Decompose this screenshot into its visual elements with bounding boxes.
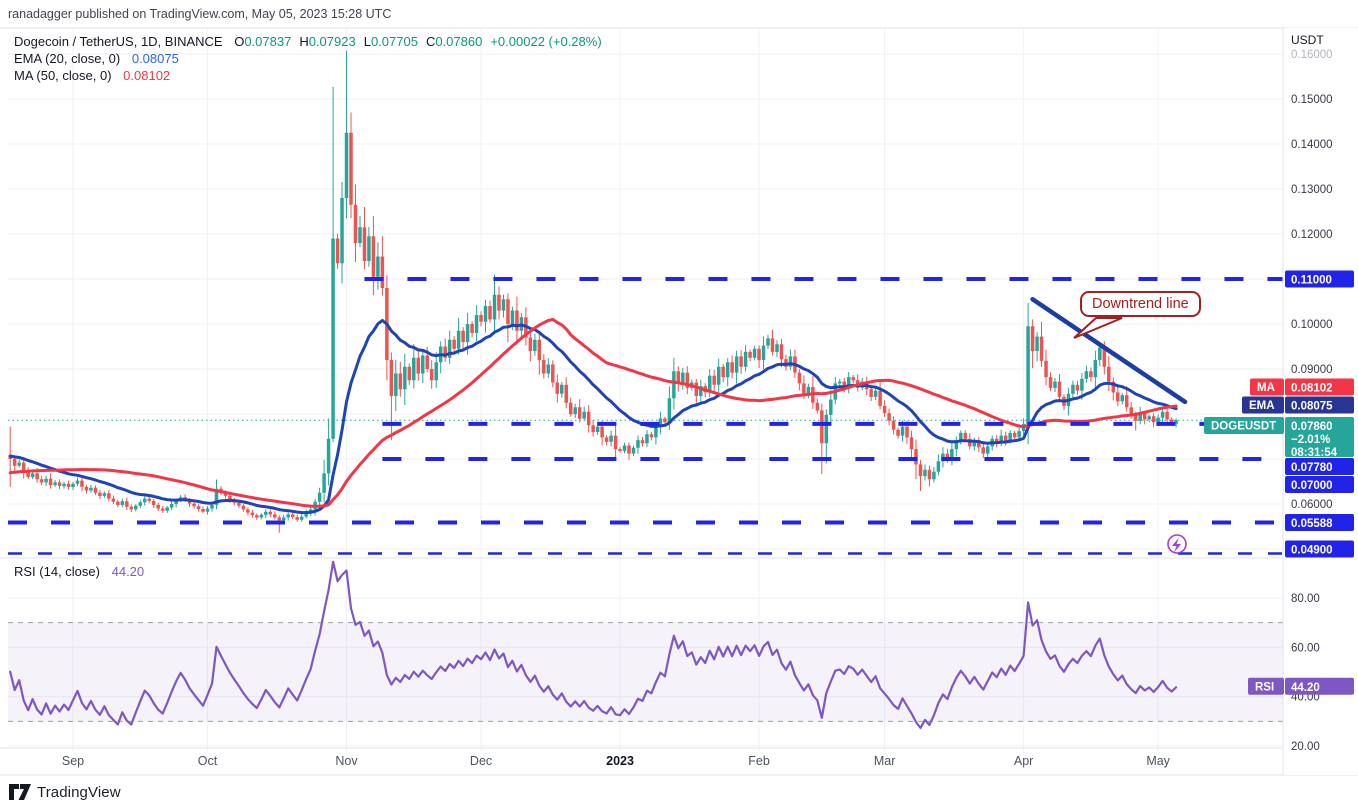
axis-tag: DOGEUSDT — [1204, 417, 1284, 434]
pane-borders — [0, 27, 1358, 776]
svg-text:0.12000: 0.12000 — [1291, 229, 1333, 241]
time-axis[interactable]: Sep Oct Nov Dec 2023 Feb Mar Apr May — [62, 754, 1171, 768]
svg-text:0.14000: 0.14000 — [1291, 139, 1333, 151]
tradingview-logo[interactable]: TradingView — [8, 780, 121, 804]
svg-text:−2.01%: −2.01% — [1291, 434, 1330, 446]
svg-text:RSI: RSI — [1255, 681, 1274, 693]
svg-text:0.05588: 0.05588 — [1291, 518, 1333, 530]
svg-text:60.00: 60.00 — [1291, 642, 1320, 654]
svg-text:MA: MA — [1257, 382, 1275, 394]
rsi-band — [8, 622, 1283, 722]
svg-text:0.07780: 0.07780 — [1291, 462, 1333, 474]
svg-text:0.06000: 0.06000 — [1291, 499, 1333, 511]
svg-text:EMA: EMA — [1249, 400, 1275, 412]
ema-value: 0.08075 — [131, 51, 179, 66]
svg-text:0.13000: 0.13000 — [1291, 184, 1333, 196]
svg-text:2023: 2023 — [606, 754, 634, 768]
ma-legend-row[interactable]: MA (50, close, 0) 0.08102 — [14, 68, 170, 83]
svg-text:Oct: Oct — [198, 754, 218, 768]
low-label: L — [363, 34, 371, 49]
price-axis[interactable]: USDT 0.16000 0.15000 0.14000 0.13000 0.12000 0… — [1204, 28, 1358, 775]
axis-label: 0.11000 — [1285, 270, 1354, 288]
axis-tag: MA — [1250, 378, 1284, 396]
svg-text:0.15000: 0.15000 — [1291, 94, 1333, 106]
svg-text:USDT: USDT — [1291, 33, 1324, 47]
high-value: 0.07923 — [308, 34, 356, 49]
close-value: 0.07860 — [435, 34, 483, 49]
tradingview-logo-text: TradingView — [37, 783, 121, 801]
rsi-label: RSI (14, close) — [14, 564, 100, 579]
high-label: H — [299, 34, 309, 49]
svg-text:0.16000: 0.16000 — [1291, 49, 1333, 61]
rsi-line — [9, 560, 1178, 730]
ma-value: 0.08102 — [123, 68, 171, 83]
symbol-legend-row[interactable]: Dogecoin / TetherUS, 1D, BINANCE O0.0783… — [14, 34, 602, 49]
svg-text:0.09000: 0.09000 — [1291, 364, 1333, 376]
svg-text:0.11000: 0.11000 — [1291, 275, 1332, 287]
axis-label: 0.05588 — [1285, 514, 1354, 532]
open-label: O — [234, 34, 245, 49]
svg-text:0.10000: 0.10000 — [1291, 319, 1333, 331]
ma-line — [8, 317, 1178, 508]
svg-text:DOGEUSDT: DOGEUSDT — [1211, 421, 1276, 433]
svg-text:May: May — [1146, 754, 1170, 768]
axis-label: 0.07000 — [1285, 476, 1354, 493]
rsi-value: 44.20 — [111, 564, 145, 579]
svg-text:0.07000: 0.07000 — [1291, 480, 1333, 492]
downtrend-annotation: Downtrend line — [1080, 291, 1201, 317]
ema-legend-row[interactable]: EMA (20, close, 0) 0.08075 — [14, 51, 179, 66]
open-value: 0.07837 — [244, 34, 292, 49]
rsi-legend-row[interactable]: RSI (14, close) 44.20 — [14, 564, 144, 579]
low-value: 0.07705 — [370, 34, 418, 49]
svg-text:0.08102: 0.08102 — [1291, 383, 1333, 395]
axis-tag: RSI — [1248, 677, 1284, 695]
ema-label: EMA (20, close, 0) — [14, 51, 121, 66]
svg-text:44.20: 44.20 — [1291, 682, 1320, 694]
svg-text:0.04900: 0.04900 — [1291, 545, 1333, 557]
svg-text:08:31:54: 08:31:54 — [1291, 447, 1338, 459]
svg-text:Sep: Sep — [62, 754, 84, 768]
annotation-tail — [1073, 317, 1123, 339]
svg-text:0.07860: 0.07860 — [1291, 421, 1333, 433]
svg-text:80.00: 80.00 — [1291, 593, 1320, 605]
svg-text:Nov: Nov — [335, 754, 358, 768]
axis-label: 0.07860−2.01%08:31:54 — [1285, 417, 1354, 459]
svg-text:Apr: Apr — [1014, 754, 1033, 768]
downtrend-trendline — [1030, 297, 1188, 405]
symbol-title: Dogecoin / TetherUS, 1D, BINANCE — [14, 34, 223, 49]
axis-tag: EMA — [1242, 396, 1284, 414]
ma-label: MA (50, close, 0) — [14, 68, 112, 83]
tradingview-logo-icon — [9, 784, 31, 800]
svg-text:Feb: Feb — [748, 754, 770, 768]
close-label: C — [425, 34, 436, 49]
axis-label: 0.07780 — [1285, 458, 1354, 475]
axis-label: 0.08075 — [1285, 396, 1354, 414]
axis-label: 0.04900 — [1285, 540, 1354, 558]
svg-text:0.08075: 0.08075 — [1291, 401, 1333, 413]
svg-text:Mar: Mar — [874, 754, 896, 768]
publish-info: ranadagger published on TradingView.com,… — [8, 7, 392, 21]
ema-line — [8, 318, 1178, 515]
change-value: +0.00022 (+0.28%) — [490, 34, 602, 49]
svg-text:20.00: 20.00 — [1291, 741, 1320, 753]
svg-text:Dec: Dec — [470, 754, 492, 768]
axis-label: 0.08102 — [1285, 378, 1354, 396]
flash-icon[interactable] — [1167, 534, 1187, 554]
axis-label: 44.20 — [1285, 677, 1354, 695]
